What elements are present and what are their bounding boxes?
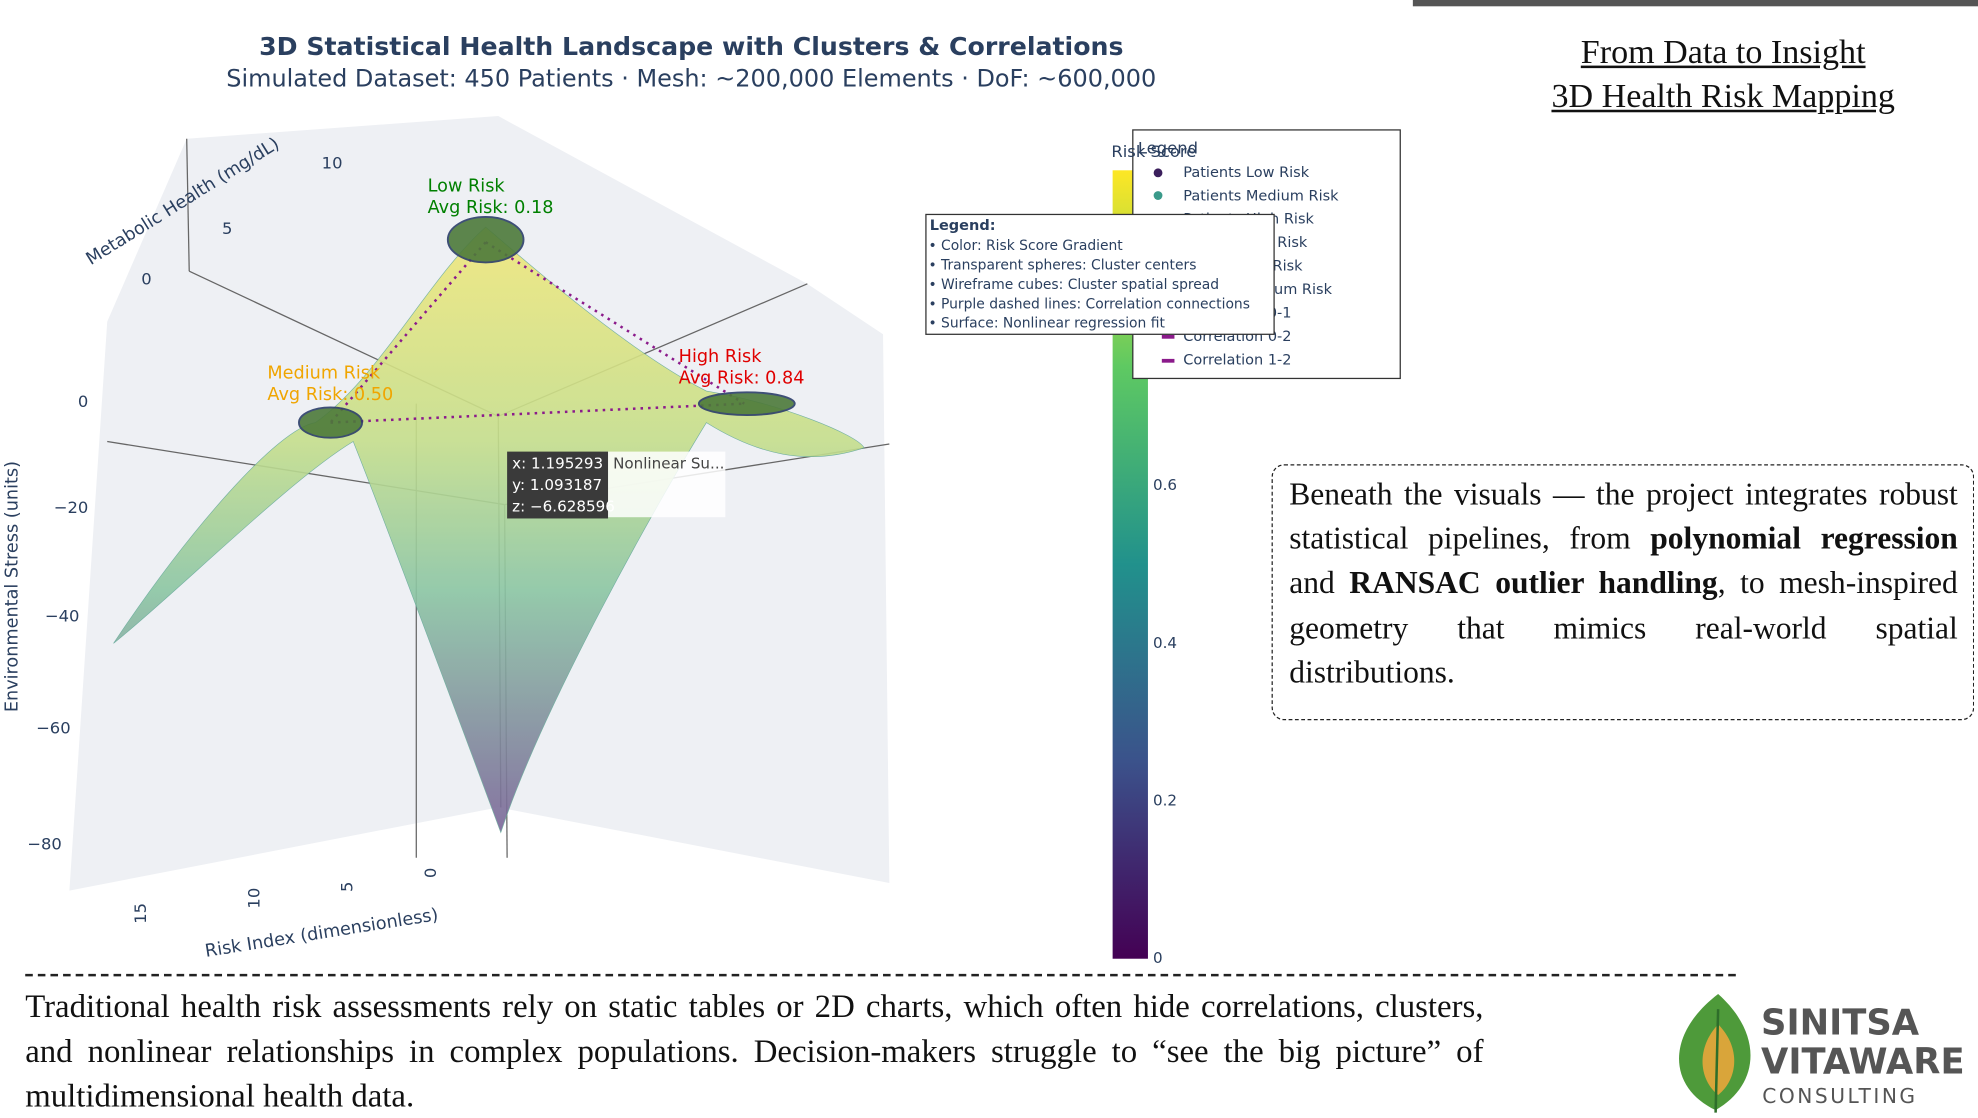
colorbar-tick: 0.6 <box>1153 476 1177 494</box>
hover-trace: Nonlinear Su... <box>613 455 724 473</box>
legend: Legend Patients Low Risk Patients Medium … <box>1132 129 1401 380</box>
colorbar-tick: 0.2 <box>1153 792 1177 810</box>
tick-label: 5 <box>222 219 232 238</box>
note-line: • Wireframe cubes: Cluster spatial sprea… <box>928 277 1219 293</box>
emphasis: RANSAC outlier handling <box>1349 566 1718 601</box>
cluster-annotations: Low Risk Avg Risk: 0.18 Medium Risk Avg … <box>267 177 804 405</box>
note-line: • Surface: Nonlinear regression fit <box>928 316 1165 332</box>
text: Beneath the visuals — the project integr… <box>1289 478 1958 557</box>
headline: From Data to Insight 3D Health Risk Mapp… <box>1471 30 1976 118</box>
colorbar-tick: 0 <box>1153 949 1163 967</box>
legend-item: Correlation 1-2 <box>1183 353 1291 369</box>
callout-text: Beneath the visuals — the project integr… <box>1289 473 1958 695</box>
logo-text: CONSULTING <box>1762 1084 1917 1108</box>
note-line: • Purple dashed lines: Correlation conne… <box>928 296 1249 312</box>
headline-line: From Data to Insight <box>1580 32 1866 71</box>
tick-label: 0 <box>141 270 151 289</box>
logo: SINITSA VITAWARE CONSULTING <box>1679 994 1965 1113</box>
emphasis: polynomial regression <box>1650 522 1958 557</box>
legend-item: Patients Low Risk <box>1183 165 1309 181</box>
note-line: • Color: Risk Score Gradient <box>928 238 1123 254</box>
tick-label: 15 <box>131 903 150 924</box>
colorbar-title: Risk Score <box>1111 142 1196 161</box>
chart-title: 3D Statistical Health Landscape with Clu… <box>259 32 1123 61</box>
annotation: Medium Risk <box>267 363 381 383</box>
callout: Beneath the visuals — the project integr… <box>1271 464 1975 721</box>
note-box: Legend: • Color: Risk Score Gradient • Tr… <box>925 213 1275 335</box>
legend-item: Patients Medium Risk <box>1183 188 1339 204</box>
annotation: Avg Risk: 0.50 <box>267 385 393 405</box>
toolbar <box>1412 0 1978 7</box>
logo-text: SINITSA <box>1761 1002 1920 1043</box>
note-line: • Transparent spheres: Cluster centers <box>928 257 1196 273</box>
regression-surface <box>113 226 865 834</box>
annotation: Low Risk <box>428 177 506 197</box>
axis-label: Environmental Stress (units) <box>3 461 23 712</box>
colorbar-tick: 0.4 <box>1153 634 1177 652</box>
tick-label: −60 <box>36 719 71 738</box>
tick-label: 10 <box>244 888 263 909</box>
correlation-lines <box>329 241 745 424</box>
headline-line: 3D Health Risk Mapping <box>1551 76 1895 115</box>
note-title: Legend: <box>930 218 996 234</box>
hover-label: x: 1.195293 y: 1.093187 z: −6.628596 Non… <box>507 451 726 519</box>
text: and <box>1289 566 1350 601</box>
clusters <box>298 216 796 439</box>
hover-line: z: −6.628596 <box>512 498 615 516</box>
tick-label: 0 <box>78 392 88 411</box>
tick-label: −20 <box>54 498 89 517</box>
annotation: Avg Risk: 0.18 <box>428 198 554 218</box>
hover-line: y: 1.093187 <box>512 476 602 494</box>
axis-label: Risk Index (dimensionless) <box>204 905 440 962</box>
tick-label: 10 <box>322 153 343 172</box>
chart-subtitle: Simulated Dataset: 450 Patients · Mesh: … <box>226 64 1156 92</box>
tick-label: 0 <box>421 868 440 878</box>
annotation: Avg Risk: 0.84 <box>679 368 805 388</box>
body-text: Traditional health risk assessments rely… <box>25 987 1484 1114</box>
tick-label: 5 <box>338 882 357 892</box>
hover-line: x: 1.195293 <box>512 455 603 473</box>
tick-label: −40 <box>45 606 80 625</box>
text: , to mesh-inspired geometry that mimics … <box>1289 566 1958 690</box>
tick-label: −80 <box>27 835 62 854</box>
divider <box>25 973 1736 977</box>
logo-text: VITAWARE <box>1761 1041 1965 1082</box>
annotation: High Risk <box>679 347 763 367</box>
legend-title: Legend <box>1138 138 1198 157</box>
